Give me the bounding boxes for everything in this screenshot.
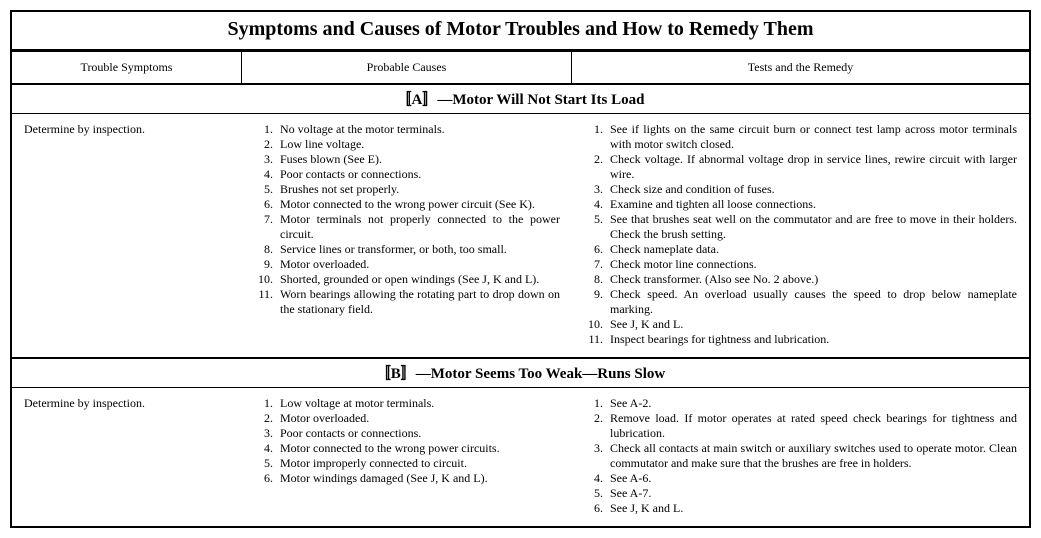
list-item: Service lines or transformer, or both, t… — [276, 242, 560, 257]
list-item: Shorted, grounded or open windings (See … — [276, 272, 560, 287]
list-item: Check voltage. If abnormal voltage drop … — [606, 152, 1017, 182]
list-item: Low voltage at motor terminals. — [276, 396, 560, 411]
list-item: Worn bearings allowing the rotating part… — [276, 287, 560, 317]
section-a-row: Determine by inspection. No voltage at t… — [12, 114, 1029, 358]
list-item: See A-6. — [606, 471, 1017, 486]
causes-list: No voltage at the motor terminals. Low l… — [254, 122, 560, 317]
list-item: Fuses blown (See E). — [276, 152, 560, 167]
list-item: Brushes not set properly. — [276, 182, 560, 197]
list-item: Motor overloaded. — [276, 411, 560, 426]
section-b-remedies: See A-2. Remove load. If motor operates … — [572, 388, 1029, 526]
list-item: Examine and tighten all loose connection… — [606, 197, 1017, 212]
section-b-row: Determine by inspection. Low voltage at … — [12, 388, 1029, 526]
list-item: Motor windings damaged (See J, K and L). — [276, 471, 560, 486]
header-remedy: Tests and the Remedy — [572, 52, 1029, 83]
list-item: Check nameplate data. — [606, 242, 1017, 257]
list-item: Check transformer. (Also see No. 2 above… — [606, 272, 1017, 287]
list-item: Check all contacts at main switch or aux… — [606, 441, 1017, 471]
section-a-symptom: Determine by inspection. — [12, 114, 242, 357]
remedies-list: See A-2. Remove load. If motor operates … — [584, 396, 1017, 516]
list-item: Motor overloaded. — [276, 257, 560, 272]
list-item: Motor terminals not properly connected t… — [276, 212, 560, 242]
troubleshooting-table: Symptoms and Causes of Motor Troubles an… — [10, 10, 1031, 528]
header-causes: Probable Causes — [242, 52, 572, 83]
list-item: Poor contacts or connections. — [276, 426, 560, 441]
list-item: Check motor line connections. — [606, 257, 1017, 272]
list-item: Motor improperly connected to circuit. — [276, 456, 560, 471]
list-item: See J, K and L. — [606, 317, 1017, 332]
section-a-title: 〚A〛—Motor Will Not Start Its Load — [12, 84, 1029, 114]
section-b-title: 〚B〛—Motor Seems Too Weak—Runs Slow — [12, 358, 1029, 388]
list-item: See if lights on the same circuit burn o… — [606, 122, 1017, 152]
section-a-remedies: See if lights on the same circuit burn o… — [572, 114, 1029, 357]
list-item: No voltage at the motor terminals. — [276, 122, 560, 137]
list-item: Motor connected to the wrong power circu… — [276, 441, 560, 456]
list-item: Inspect bearings for tightness and lubri… — [606, 332, 1017, 347]
list-item: See A-7. — [606, 486, 1017, 501]
list-item: Motor connected to the wrong power circu… — [276, 197, 560, 212]
list-item: Poor contacts or connections. — [276, 167, 560, 182]
header-row: Trouble Symptoms Probable Causes Tests a… — [12, 50, 1029, 84]
list-item: Check speed. An overload usually causes … — [606, 287, 1017, 317]
causes-list: Low voltage at motor terminals. Motor ov… — [254, 396, 560, 486]
list-item: Low line voltage. — [276, 137, 560, 152]
section-b-causes: Low voltage at motor terminals. Motor ov… — [242, 388, 572, 526]
list-item: Check size and condition of fuses. — [606, 182, 1017, 197]
remedies-list: See if lights on the same circuit burn o… — [584, 122, 1017, 347]
header-symptoms: Trouble Symptoms — [12, 52, 242, 83]
list-item: See A-2. — [606, 396, 1017, 411]
list-item: Remove load. If motor operates at rated … — [606, 411, 1017, 441]
list-item: See J, K and L. — [606, 501, 1017, 516]
section-a-causes: No voltage at the motor terminals. Low l… — [242, 114, 572, 357]
list-item: See that brushes seat well on the commut… — [606, 212, 1017, 242]
section-b-symptom: Determine by inspection. — [12, 388, 242, 526]
table-title: Symptoms and Causes of Motor Troubles an… — [12, 12, 1029, 50]
